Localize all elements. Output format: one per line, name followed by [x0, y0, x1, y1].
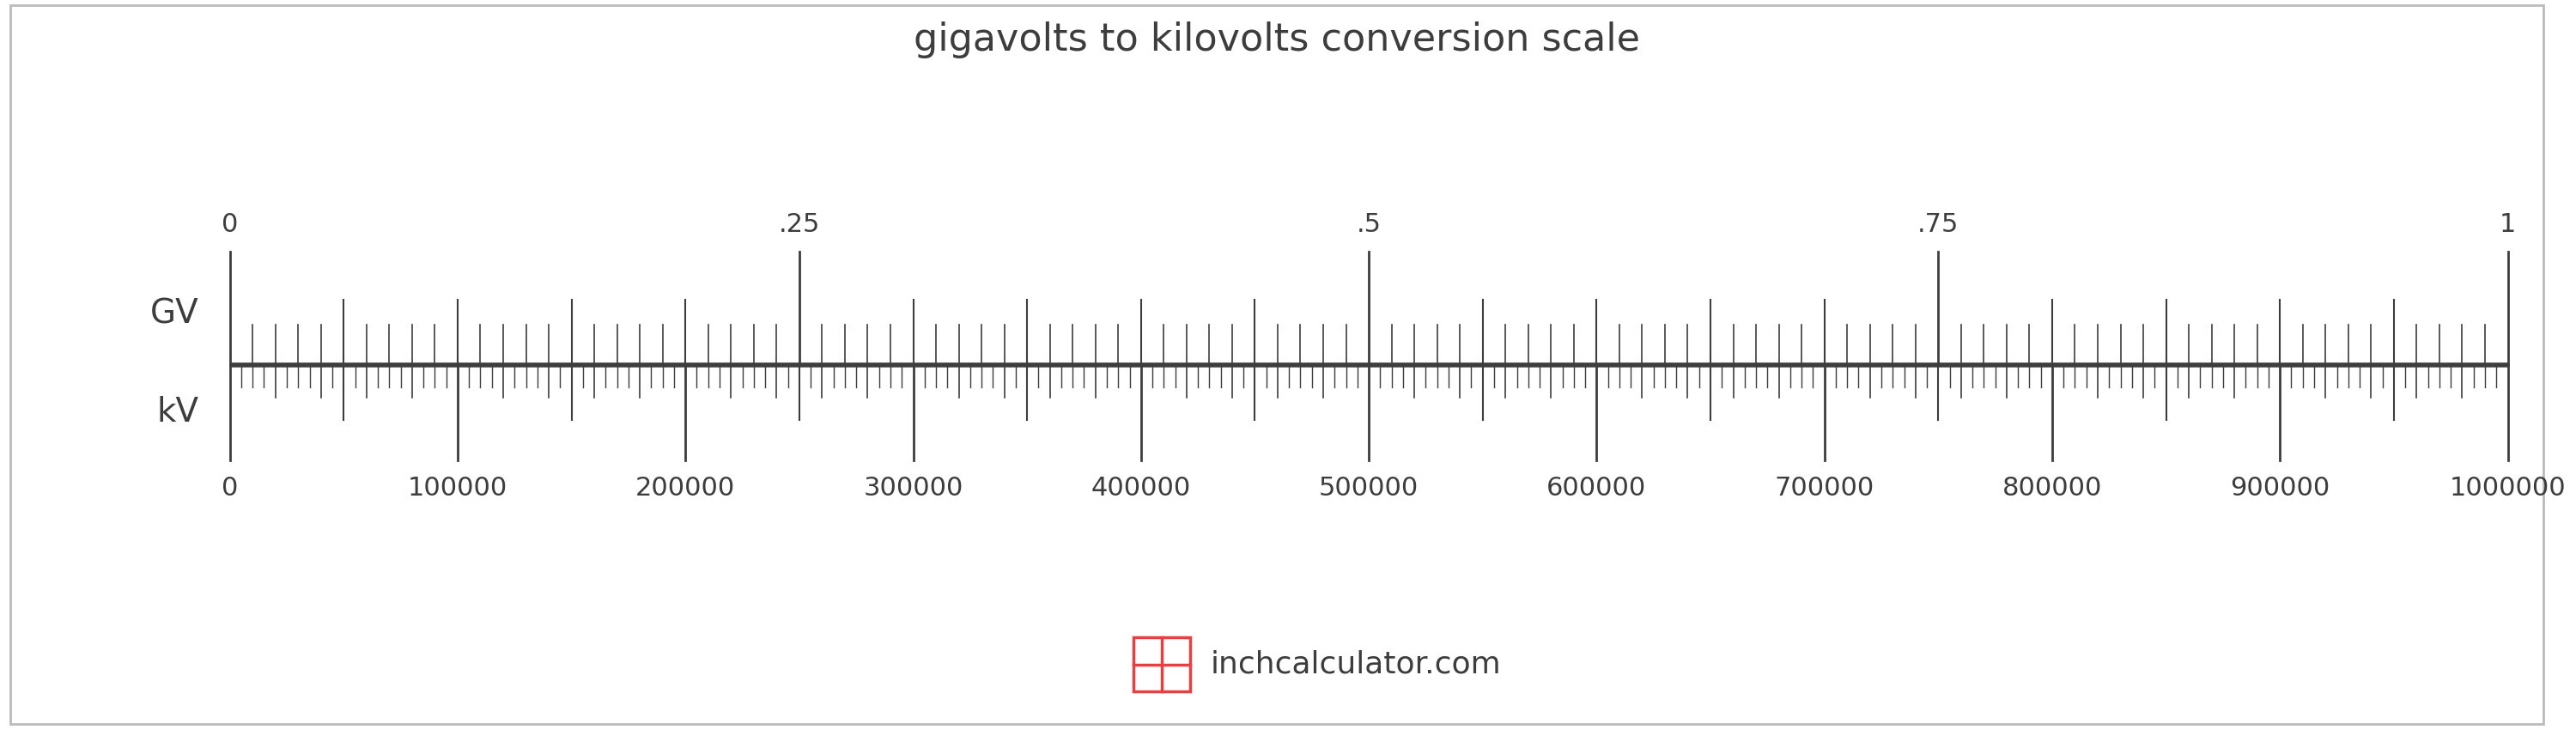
Text: 800000: 800000 [2002, 476, 2102, 501]
Text: 1000000: 1000000 [2450, 476, 2566, 501]
Text: kV: kV [157, 396, 198, 429]
Text: 100000: 100000 [407, 476, 507, 501]
Text: 1: 1 [2499, 212, 2517, 237]
Text: 500000: 500000 [1319, 476, 1419, 501]
Text: GV: GV [149, 298, 198, 331]
Text: 300000: 300000 [863, 476, 963, 501]
Text: 0: 0 [222, 476, 237, 501]
Text: .5: .5 [1358, 212, 1381, 237]
Text: 400000: 400000 [1092, 476, 1190, 501]
Text: 900000: 900000 [2231, 476, 2329, 501]
Text: 700000: 700000 [1775, 476, 1875, 501]
Text: 0: 0 [222, 212, 237, 237]
Text: inchcalculator.com: inchcalculator.com [1211, 650, 1502, 679]
Text: 600000: 600000 [1546, 476, 1646, 501]
Text: gigavolts to kilovolts conversion scale: gigavolts to kilovolts conversion scale [914, 22, 1641, 59]
Text: .75: .75 [1917, 212, 1958, 237]
Text: 200000: 200000 [636, 476, 734, 501]
Text: .25: .25 [778, 212, 819, 237]
